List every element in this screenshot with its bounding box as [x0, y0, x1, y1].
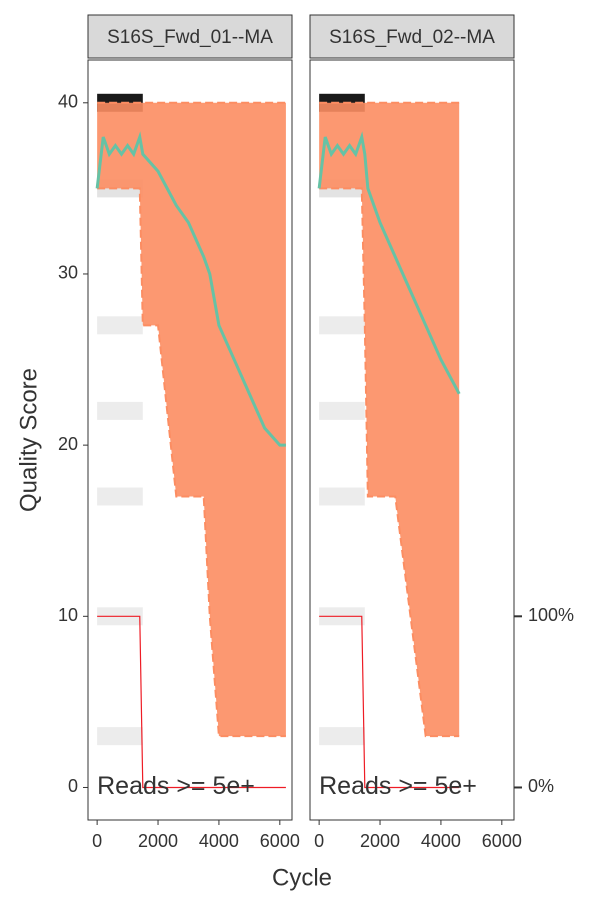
facet-title: S16S_Fwd_02--MA: [329, 27, 495, 48]
facet-strip: [309, 14, 515, 59]
y-tick-label: 30: [58, 263, 78, 283]
panel-border: [87, 59, 293, 821]
y2-tick-label: 0%: [528, 776, 554, 796]
x-tick-label: 4000: [421, 831, 461, 851]
heatmap-row: [97, 487, 143, 506]
quartile-line: [319, 187, 460, 738]
heatmap-row: [319, 401, 365, 420]
x-tick-label: 2000: [138, 831, 178, 851]
x-tick-label: 6000: [482, 831, 522, 851]
x-axis-label: Cycle: [272, 864, 332, 891]
heatmap-row: [319, 727, 365, 746]
facet-title: S16S_Fwd_01--MA: [107, 27, 273, 48]
y-tick-label: 10: [58, 605, 78, 625]
x-tick-label: 4000: [199, 831, 239, 851]
annotation: Reads >= 5e+: [319, 772, 477, 800]
cumulative-reads-line: [319, 615, 460, 789]
heatmap-row: [319, 316, 365, 335]
mean-line: [95, 131, 286, 447]
panel: Reads >= 5e+: [95, 93, 286, 800]
heatmap-row: [97, 401, 143, 420]
x-tick-label: 6000: [260, 831, 300, 851]
y-axis-label: Quality Score: [15, 368, 42, 512]
y-tick-label: 0: [68, 776, 78, 796]
quartile-band: [97, 102, 286, 737]
quartile-line: [97, 187, 286, 738]
y2-tick-label: 100%: [528, 605, 574, 625]
facet-strip: [87, 14, 293, 59]
heatmap-row: [319, 487, 365, 506]
x-tick-label: 0: [92, 831, 102, 851]
y-tick-label: 20: [58, 434, 78, 454]
cumulative-reads-line: [97, 615, 286, 789]
mean-line: [317, 131, 461, 395]
quartile-band: [319, 102, 460, 737]
annotation: Reads >= 5e+: [97, 772, 255, 800]
x-tick-label: 2000: [360, 831, 400, 851]
heatmap-row: [97, 727, 143, 746]
panel-border: [309, 59, 515, 821]
y-tick-label: 40: [58, 92, 78, 112]
panel: Reads >= 5e+: [317, 93, 477, 800]
heatmap-row: [97, 316, 143, 335]
x-tick-label: 0: [314, 831, 324, 851]
